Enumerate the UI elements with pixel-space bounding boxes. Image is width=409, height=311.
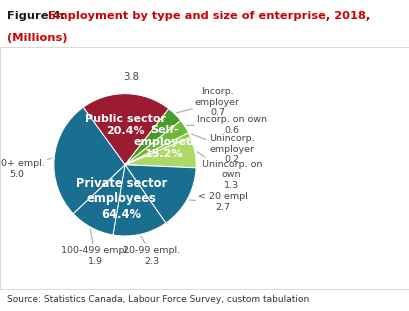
Text: Private sector
employees
64.4%: Private sector employees 64.4% bbox=[76, 177, 167, 221]
Text: 500+ empl.
5.0: 500+ empl. 5.0 bbox=[0, 158, 52, 179]
Text: Figure 4:: Figure 4: bbox=[7, 11, 70, 21]
Wedge shape bbox=[83, 94, 169, 165]
Wedge shape bbox=[73, 165, 125, 235]
Wedge shape bbox=[125, 137, 196, 168]
Wedge shape bbox=[125, 133, 191, 165]
Text: Public sector
20.4%: Public sector 20.4% bbox=[85, 114, 166, 136]
Wedge shape bbox=[113, 165, 166, 236]
Wedge shape bbox=[125, 121, 189, 165]
Text: Unincorp.
employer
0.2: Unincorp. employer 0.2 bbox=[191, 134, 254, 164]
Text: Self-
employed
15.2%: Self- employed 15.2% bbox=[134, 125, 195, 159]
Text: 100-499 empl.
1.9: 100-499 empl. 1.9 bbox=[61, 230, 130, 266]
Text: < 20 empl
2.7: < 20 empl 2.7 bbox=[189, 192, 248, 211]
Text: Incorp.
employer
0.7: Incorp. employer 0.7 bbox=[177, 87, 240, 117]
Text: Employment by type and size of enterprise, 2018,: Employment by type and size of enterpris… bbox=[48, 11, 371, 21]
Wedge shape bbox=[125, 165, 196, 223]
Wedge shape bbox=[54, 107, 125, 214]
Text: Unincorp. on
own
1.3: Unincorp. on own 1.3 bbox=[197, 152, 262, 190]
Text: Source: Statistics Canada, Labour Force Survey, custom tabulation: Source: Statistics Canada, Labour Force … bbox=[7, 295, 310, 304]
Text: 3.8: 3.8 bbox=[123, 72, 139, 82]
Wedge shape bbox=[125, 109, 181, 165]
Text: Incorp. on own
0.6: Incorp. on own 0.6 bbox=[187, 115, 267, 135]
Text: (Millions): (Millions) bbox=[7, 33, 68, 43]
Text: 20-99 empl.
2.3: 20-99 empl. 2.3 bbox=[124, 236, 181, 266]
